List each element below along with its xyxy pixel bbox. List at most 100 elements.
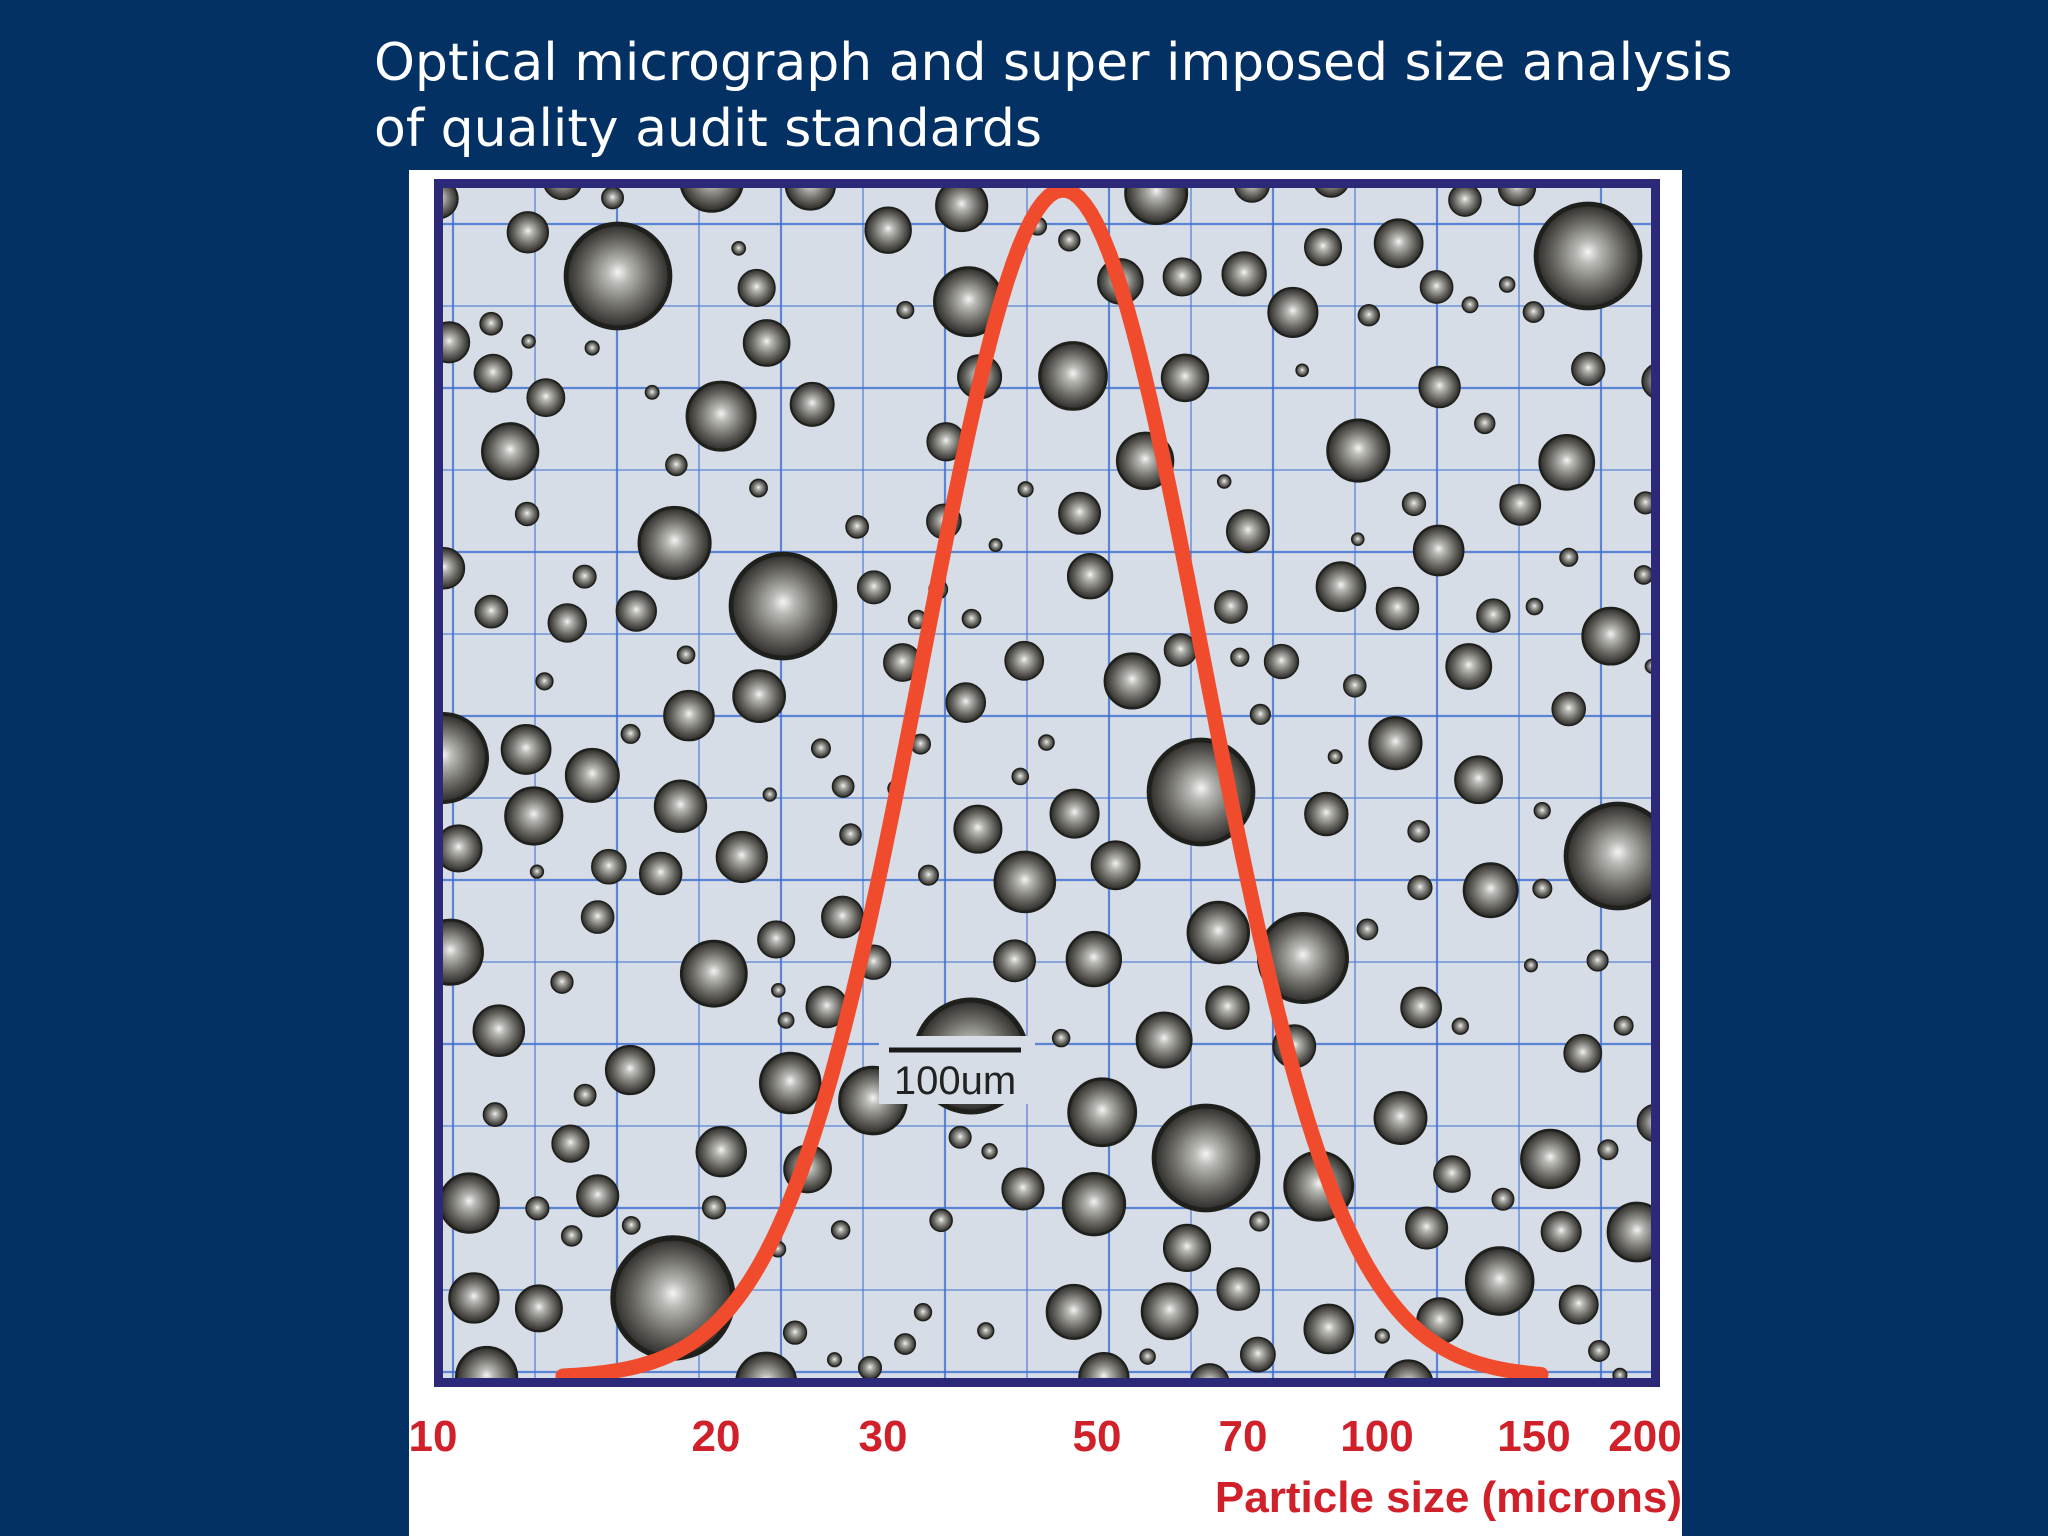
particle xyxy=(1249,703,1271,726)
particle xyxy=(1412,524,1465,577)
particle xyxy=(584,340,600,356)
particle xyxy=(1045,1283,1102,1340)
particle xyxy=(977,1322,995,1340)
particle xyxy=(685,380,757,452)
particle xyxy=(784,188,836,211)
particle xyxy=(1401,491,1427,517)
particle xyxy=(564,747,620,803)
particle xyxy=(443,547,466,590)
particle xyxy=(1216,1267,1261,1311)
particle xyxy=(757,920,796,959)
particle xyxy=(443,1172,500,1234)
particle xyxy=(591,848,627,885)
particle xyxy=(443,918,484,986)
particle xyxy=(573,1083,597,1107)
particle xyxy=(1563,801,1651,911)
particle xyxy=(1497,188,1537,207)
particle xyxy=(1263,643,1300,680)
particle xyxy=(701,1195,727,1220)
particle xyxy=(1051,1028,1071,1048)
particle xyxy=(1559,547,1579,567)
particle xyxy=(1140,1282,1199,1341)
slide-title-line-1: Optical micrograph and super imposed siz… xyxy=(374,33,1733,93)
particle xyxy=(644,384,660,400)
particle xyxy=(777,1011,795,1029)
particle xyxy=(1418,365,1461,409)
particle xyxy=(576,1174,620,1218)
particle xyxy=(1586,949,1609,972)
particle xyxy=(481,422,540,481)
particle xyxy=(896,301,915,320)
particle xyxy=(1476,598,1511,633)
particle xyxy=(1190,1363,1229,1378)
particle xyxy=(1011,767,1030,786)
particle xyxy=(472,1004,526,1057)
particle xyxy=(680,188,744,213)
particle xyxy=(665,453,688,477)
particle xyxy=(1525,597,1544,616)
particle xyxy=(1419,270,1454,304)
particle xyxy=(610,1235,736,1361)
particle xyxy=(621,1215,641,1235)
x-tick-label: 100 xyxy=(1340,1412,1414,1461)
slide-title-line-2: of quality audit standards xyxy=(374,99,1043,159)
particle xyxy=(1327,749,1343,765)
particle xyxy=(1540,1211,1582,1253)
particles xyxy=(443,188,1651,1378)
particle xyxy=(1135,1011,1193,1069)
particle xyxy=(1464,1246,1535,1316)
particle xyxy=(1267,286,1319,338)
particle xyxy=(771,983,786,998)
particle xyxy=(1641,364,1651,398)
particle xyxy=(789,381,835,427)
particle xyxy=(563,221,673,331)
particle xyxy=(544,188,582,201)
particle xyxy=(830,1220,851,1240)
particle xyxy=(1499,483,1542,526)
particle xyxy=(1473,412,1496,435)
scale-bar-label: 100um xyxy=(894,1059,1016,1103)
particle xyxy=(1563,1033,1603,1073)
particle xyxy=(993,850,1057,914)
particle xyxy=(1249,1211,1270,1232)
particle xyxy=(1139,1348,1156,1365)
particle xyxy=(953,804,1003,854)
particle xyxy=(935,188,989,233)
particle xyxy=(810,738,831,759)
particle xyxy=(732,669,786,724)
particle xyxy=(1314,188,1348,198)
particle xyxy=(917,864,940,886)
particle xyxy=(455,1345,519,1378)
particle xyxy=(526,378,566,418)
particle xyxy=(1588,1340,1610,1362)
particle xyxy=(525,1196,550,1221)
size-distribution-curve xyxy=(555,188,1549,1378)
particle xyxy=(1461,296,1479,314)
particle xyxy=(1532,878,1553,899)
particle xyxy=(1633,491,1651,515)
particle xyxy=(638,851,683,896)
particle xyxy=(1065,930,1123,988)
particle xyxy=(749,478,768,498)
particle xyxy=(1225,509,1271,554)
x-tick-label: 20 xyxy=(691,1412,741,1461)
particle xyxy=(1368,716,1423,771)
particle xyxy=(1214,590,1248,624)
particle xyxy=(821,895,864,939)
particle xyxy=(1124,188,1189,226)
particle xyxy=(1315,561,1367,613)
particle xyxy=(715,830,768,884)
particle xyxy=(443,188,459,219)
particle xyxy=(1049,788,1100,839)
particle xyxy=(913,1303,933,1322)
particle xyxy=(1373,1091,1428,1145)
particle xyxy=(1304,791,1349,837)
particle xyxy=(529,864,545,879)
slide-title: Optical micrograph and super imposed siz… xyxy=(374,30,1774,162)
particle xyxy=(1491,1187,1515,1211)
particle xyxy=(826,1352,843,1368)
particle xyxy=(479,311,504,336)
particle xyxy=(1162,1223,1212,1273)
particle xyxy=(1090,840,1141,891)
particle xyxy=(676,645,696,665)
